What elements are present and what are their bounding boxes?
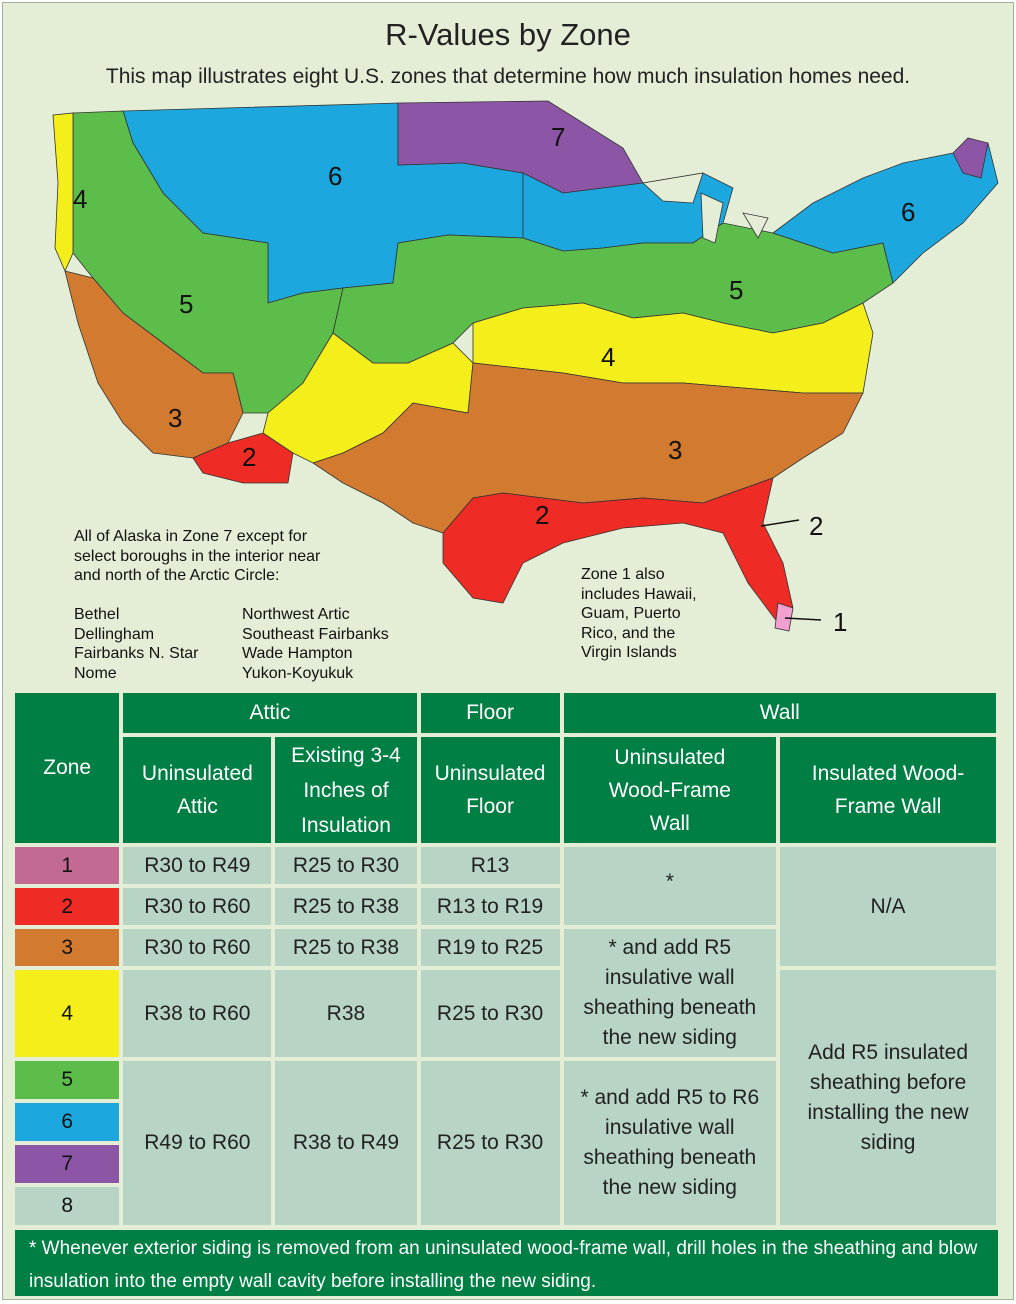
header-attic: Attic: [123, 693, 417, 733]
zone-cell: 8: [15, 1187, 120, 1225]
page-title: R-Values by Zone: [385, 17, 631, 52]
zone-label: 2: [242, 442, 256, 472]
zone-label: 3: [668, 435, 682, 465]
zone-3-region-california: [64, 270, 244, 459]
header-uninsulated-floor: Uninsulated Floor: [420, 737, 560, 843]
header-uninsulated-wall: Uninsulated Wood-Frame Wall: [563, 737, 777, 843]
attic-uninsulated-cell: R30 to R60: [123, 929, 272, 966]
zone-1-note: Zone 1 also includes Hawaii, Guam, Puert…: [581, 566, 697, 661]
wall-uninsulated-cell: *: [563, 847, 777, 925]
attic-existing-cell: R25 to R38: [275, 929, 417, 966]
zone-label: 4: [601, 342, 615, 372]
page-subtitle: This map illustrates eight U.S. zones th…: [105, 65, 911, 88]
zone-2-region-arizona: [192, 432, 294, 484]
attic-existing-cell: R25 to R38: [275, 888, 417, 925]
floor-cell: R13 to R19: [420, 888, 560, 925]
zone-label: 5: [179, 289, 193, 319]
zone-cell: 3: [15, 929, 120, 966]
zone-label: 7: [551, 122, 565, 152]
zone-label: 3: [168, 403, 182, 433]
zone-1-region: [774, 602, 794, 632]
zone-label: 2: [535, 500, 549, 530]
header-uninsulated-attic: Uninsulated Attic: [123, 737, 272, 843]
attic-uninsulated-cell: R30 to R60: [123, 888, 272, 925]
header-wall: Wall: [563, 693, 996, 733]
great-lakes: [642, 172, 769, 244]
header-existing-insulation: Existing 3-4 Inches of Insulation: [275, 737, 417, 843]
wall-uninsulated-cell: * and add R5 insulative wall sheathing b…: [563, 929, 777, 1057]
zone-cell: 7: [15, 1145, 120, 1183]
zone-cell: 4: [15, 970, 120, 1057]
header-zone: Zone: [15, 693, 120, 843]
zone-label: 1: [833, 607, 847, 637]
floor-cell: R19 to R25: [420, 929, 560, 966]
header-floor: Floor: [420, 693, 560, 733]
attic-uninsulated-cell: R30 to R49: [123, 847, 272, 884]
us-zone-map: 4 6 7 6 5 5 4 3 2 3 2 2 1: [52, 100, 999, 637]
zone-4-region-coast: [52, 112, 74, 272]
header-insulated-wall: Insulated Wood-Frame Wall: [780, 737, 996, 843]
alaska-note: All of Alaska in Zone 7 except for selec…: [74, 528, 321, 584]
zone-label: 5: [729, 275, 743, 305]
zone-cell: 6: [15, 1103, 120, 1141]
floor-cell: R25 to R30: [420, 1061, 560, 1225]
wall-uninsulated-cell: * and add R5 to R6 insulative wall sheat…: [563, 1061, 777, 1225]
attic-uninsulated-cell: R49 to R60: [123, 1061, 272, 1225]
zone-2-pointer: [760, 519, 800, 527]
borough-list-2: Northwest Artic Southeast Fairbanks Wade…: [242, 606, 389, 682]
zone-label: 6: [901, 197, 915, 227]
attic-uninsulated-cell: R38 to R60: [123, 970, 272, 1057]
zone-label: 2: [809, 511, 823, 541]
attic-existing-cell: R38: [275, 970, 417, 1057]
wall-insulated-cell: Add R5 insulated sheathing before instal…: [780, 970, 996, 1225]
wall-insulated-cell: N/A: [780, 847, 996, 966]
footnote: * Whenever exterior siding is removed fr…: [15, 1230, 998, 1296]
floor-cell: R13: [420, 847, 560, 884]
zone-1-pointer: [784, 617, 822, 621]
zone-cell: 1: [15, 847, 120, 884]
zone-6-region-northeast: [772, 142, 999, 284]
zone-label: 4: [73, 184, 87, 214]
attic-existing-cell: R25 to R30: [275, 847, 417, 884]
r-value-table: Zone Attic Floor Wall Uninsulated Attic …: [11, 689, 1000, 1229]
zone-cell: 2: [15, 888, 120, 925]
floor-cell: R25 to R30: [420, 970, 560, 1057]
zone-cell: 5: [15, 1061, 120, 1099]
zone-label: 6: [328, 161, 342, 191]
attic-existing-cell: R38 to R49: [275, 1061, 417, 1225]
zone-7-region-maine: [952, 137, 989, 179]
borough-list-1: Bethel Dellingham Fairbanks N. Star Nome: [74, 606, 199, 682]
